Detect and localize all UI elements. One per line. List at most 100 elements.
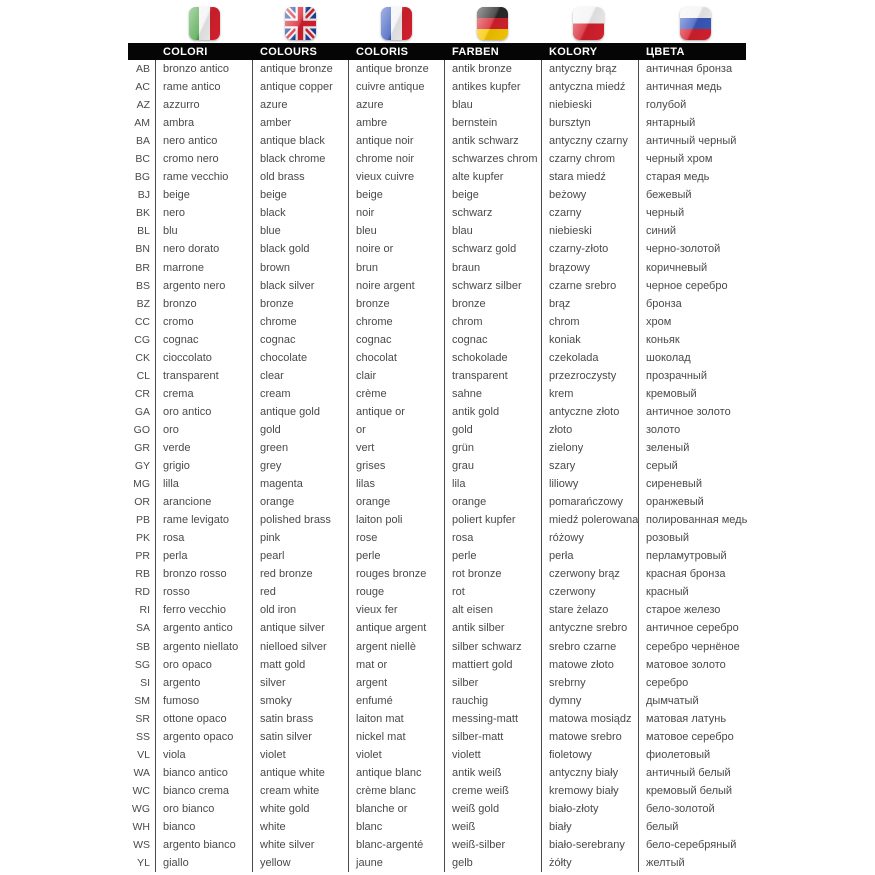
table-row: PR perla pearl perle perle perła перламутровый xyxy=(128,547,828,566)
germany-flag-icon xyxy=(477,7,508,40)
cell-french: bleu xyxy=(348,222,444,241)
cell-french: noir xyxy=(348,204,444,223)
cell-german: mattiert gold xyxy=(444,655,541,674)
table-row: SA argento antico antique silver antique ar… xyxy=(128,619,828,638)
cell-polish: czarne srebro xyxy=(541,276,638,295)
table-row: RI ferro vecchio old iron vieux fer alt eise… xyxy=(128,601,828,620)
cell-german: schokolade xyxy=(444,348,541,367)
cell-french: crème blanc xyxy=(348,781,444,800)
cell-german: alt eisen xyxy=(444,601,541,620)
table-row: GY grigio grey grises grau szary серый xyxy=(128,457,828,476)
cell-french: lilas xyxy=(348,475,444,494)
table-row: CL transparent clear clair transparent przezr… xyxy=(128,366,828,385)
cell-code: VL xyxy=(137,748,150,761)
cell-english: cream xyxy=(252,384,348,403)
cell-polish: brąz xyxy=(541,294,638,313)
cell-polish: czekolada xyxy=(541,348,638,367)
cell-russian: бело-золотой xyxy=(638,799,800,818)
cell-french: antique noir xyxy=(348,132,444,151)
table-row: BS argento nero black silver noire argent sc… xyxy=(128,276,828,295)
cell-russian: синий xyxy=(638,222,800,241)
cell-italian: perla xyxy=(155,547,252,566)
cell-polish: złoto xyxy=(541,420,638,439)
cell-russian: черное серебро xyxy=(638,276,800,295)
table-row: VL viola violet violet violett fioletowy фиоле… xyxy=(128,745,828,764)
cell-french: laiton mat xyxy=(348,709,444,728)
cell-code: PR xyxy=(135,550,150,563)
table-row: CG cognac cognac cognac cognac koniak коньяк xyxy=(128,330,828,349)
cell-russian: кремовый xyxy=(638,384,800,403)
cell-code: PK xyxy=(135,532,150,545)
table-row: BG rame vecchio old brass vieux cuivre alte … xyxy=(128,168,828,187)
cell-russian: бело-серебряный xyxy=(638,836,800,855)
cell-polish: brązowy xyxy=(541,258,638,277)
cell-english: antique gold xyxy=(252,402,348,421)
cell-french: brun xyxy=(348,258,444,277)
cell-italian: arancione xyxy=(155,493,252,512)
cell-code: CC xyxy=(134,315,150,328)
table-row: AB bronzo antico antique bronze antique bro… xyxy=(128,60,828,79)
cell-code: BG xyxy=(134,171,150,184)
cell-french: or xyxy=(348,420,444,439)
cell-code: WC xyxy=(132,784,151,797)
cell-english: black chrome xyxy=(252,150,348,169)
cell-polish: niebieski xyxy=(541,96,638,115)
cell-french: enfumé xyxy=(348,691,444,710)
cell-russian: черный хром xyxy=(638,150,800,169)
cell-german: poliert kupfer xyxy=(444,511,541,530)
cell-german: antik silber xyxy=(444,619,541,638)
cell-italian: rame antico xyxy=(155,78,252,97)
cell-english: cream white xyxy=(252,781,348,800)
cell-italian: verde xyxy=(155,438,252,458)
cell-polish: czerwony brąz xyxy=(541,565,638,584)
cell-italian: transparent xyxy=(155,366,252,385)
cell-italian: crema xyxy=(155,384,252,403)
cell-french: azure xyxy=(348,96,444,115)
cell-italian: nero xyxy=(155,204,252,223)
cell-french: argent niellè xyxy=(348,637,444,656)
cell-italian: rame vecchio xyxy=(155,168,252,187)
cell-russian: сиреневый xyxy=(638,475,800,494)
table-row: WA bianco antico antique white antique blan… xyxy=(128,763,828,782)
cell-russian: золото xyxy=(638,420,800,439)
cell-german: alte kupfer xyxy=(444,168,541,187)
cell-german: silber xyxy=(444,673,541,692)
cell-code: GY xyxy=(134,460,150,473)
cell-english: satin brass xyxy=(252,709,348,728)
cell-russian: прозрачный xyxy=(638,366,800,385)
table-row: WG oro bianco white gold blanche or weiß gol… xyxy=(128,799,828,818)
poland-flag-icon xyxy=(573,7,604,40)
cell-polish: stara miedź xyxy=(541,168,638,187)
table-row: PB rame levigato polished brass laiton poli… xyxy=(128,511,828,530)
cell-french: blanc xyxy=(348,817,444,837)
cell-polish: perła xyxy=(541,547,638,566)
cell-english: white gold xyxy=(252,799,348,818)
cell-italian: giallo xyxy=(155,854,252,873)
cell-english: black gold xyxy=(252,240,348,259)
cell-russian: розовый xyxy=(638,529,800,548)
cell-italian: argento nero xyxy=(155,276,252,295)
cell-german: orange xyxy=(444,493,541,512)
cell-polish: krem xyxy=(541,384,638,403)
cell-italian: ottone opaco xyxy=(155,709,252,728)
cell-german: messing-matt xyxy=(444,709,541,728)
table-row: BL blu blue bleu blau niebieski синий xyxy=(128,222,828,241)
cell-italian: cognac xyxy=(155,330,252,349)
cell-french: cognac xyxy=(348,330,444,349)
cell-italian: marrone xyxy=(155,258,252,277)
cell-italian: argento niellato xyxy=(155,637,252,656)
cell-french: chocolat xyxy=(348,348,444,367)
cell-english: antique copper xyxy=(252,78,348,97)
cell-polish: dymny xyxy=(541,691,638,710)
france-flag-icon xyxy=(381,7,412,40)
cell-russian: коричневый xyxy=(638,258,800,277)
cell-english: black silver xyxy=(252,276,348,295)
cell-russian: матовая латунь xyxy=(638,709,800,728)
cell-code: WG xyxy=(131,802,150,815)
cell-german: gelb xyxy=(444,854,541,873)
cell-italian: bianco crema xyxy=(155,781,252,800)
cell-code: AM xyxy=(134,117,150,130)
cell-code: RI xyxy=(139,604,151,617)
header-farben: FARBEN xyxy=(452,45,500,58)
